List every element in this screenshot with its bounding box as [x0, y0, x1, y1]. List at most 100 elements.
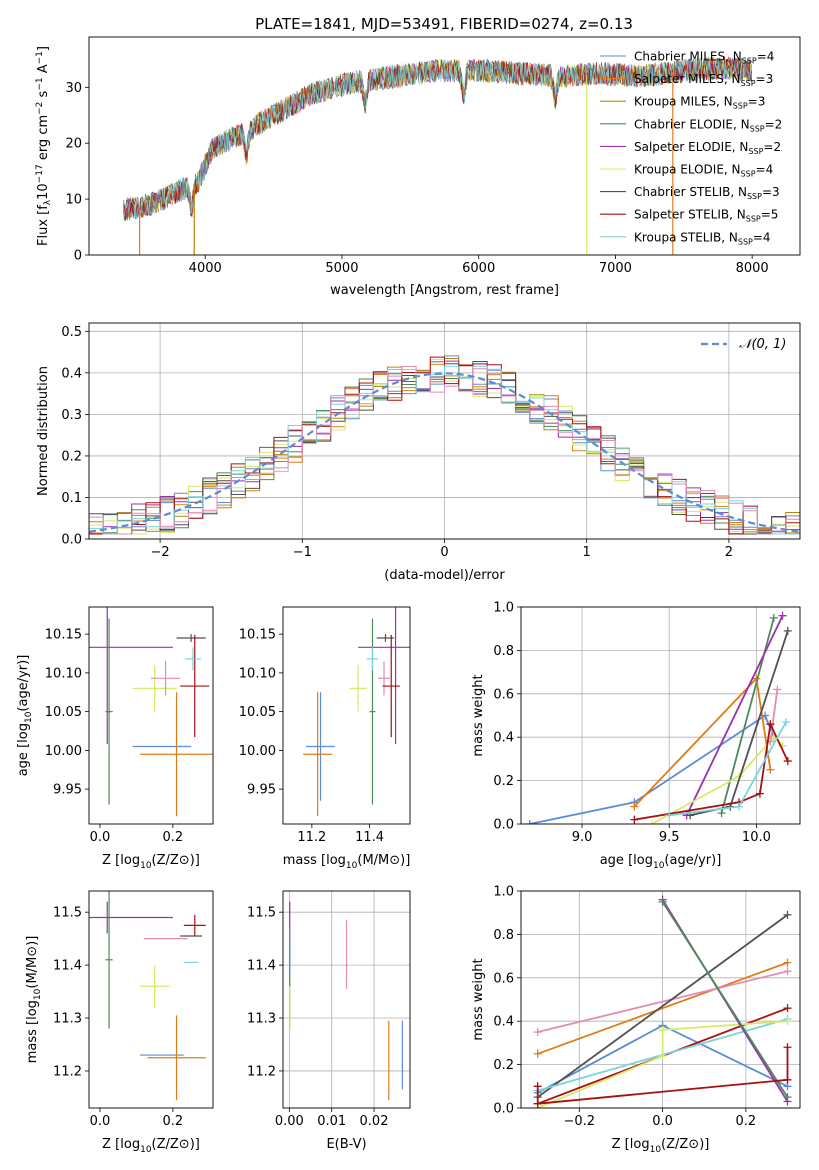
y-tick-label: 10.05 — [239, 705, 276, 720]
y-tick-label: 1.0 — [493, 885, 514, 900]
x-tick-label: 5000 — [325, 261, 358, 276]
legend-label-salpeter_stelib: Salpeter STELIB, NSSP=5 — [634, 208, 778, 224]
y-tick-label: 10.15 — [45, 628, 82, 643]
x-axis-label: (data-model)/error — [384, 568, 505, 583]
x-tick-label: 9.0 — [572, 830, 593, 845]
y-axis-label: mass weight — [471, 674, 486, 756]
y-tick-label: 11.4 — [247, 959, 276, 974]
legend-label-salpeter_miles: Salpeter MILES, NSSP=3 — [634, 72, 773, 88]
age-vs-mass-panel: 11.2 11.4 9.95 10.00 10.05 10.10 10.15 mass [lo… — [239, 606, 411, 871]
x-axis-label: Z [log10(Z/Z⊙)] — [102, 853, 200, 871]
y-tick-label: 0.8 — [493, 644, 514, 659]
marker-salpeter_stelib — [533, 1082, 542, 1091]
marker-salpeter_elodie — [778, 611, 787, 620]
axes-frame — [88, 36, 801, 256]
marker-pink — [773, 685, 782, 694]
axes-frame — [520, 606, 801, 825]
mass-weight-vs-metallicity-panel: −0.2 0.0 0.2 0.0 0.2 0.4 0.6 0.8 1.0 Z [log10(Z/Z… — [471, 885, 801, 1155]
figure-title: PLATE=1841, MJD=53491, FIBERID=0274, z=0… — [255, 15, 633, 33]
y-tick-label: 0.8 — [493, 928, 514, 943]
y-tick-label: 11.2 — [247, 1064, 276, 1079]
residual-histogram-panel: −2 −1 0 1 2 0.0 0.1 0.2 0.3 0.4 0.5 (data-model)/er… — [36, 322, 801, 583]
x-tick-label: 4000 — [189, 261, 222, 276]
marker-kroupa_stelib — [782, 718, 791, 727]
y-tick-label: 0.4 — [493, 1015, 514, 1030]
error-bars — [303, 607, 410, 817]
line-chabrier_elodie — [661, 901, 789, 1098]
x-tick-label: 11.4 — [355, 830, 384, 845]
marker-pink — [533, 1028, 542, 1037]
y-axis-label: Normed distribution — [36, 366, 51, 496]
legend-label-chabrier_miles: Chabrier MILES, NSSP=4 — [634, 50, 774, 66]
marker-pink — [783, 967, 792, 976]
y-tick-label: 0.1 — [61, 491, 82, 506]
marker-salpeter_miles — [630, 802, 639, 811]
x-tick-label: 1 — [583, 545, 591, 560]
marker-chabrier_elodie — [658, 897, 667, 906]
legend-label-chabrier_elodie: Chabrier ELODIE, NSSP=2 — [634, 117, 782, 133]
marker-chabrier_elodie — [769, 613, 778, 622]
x-tick-label: 10.0 — [742, 830, 771, 845]
marker-kroupa_elodie — [783, 1017, 792, 1026]
y-tick-label: 10.10 — [239, 666, 276, 681]
x-tick-label: 0.01 — [317, 1114, 346, 1129]
x-axis-label: wavelength [Angstrom, rest frame] — [330, 283, 559, 298]
marker-salpeter_stelib — [783, 1043, 792, 1052]
normal-curve — [89, 372, 800, 533]
line-kroupa_elodie — [537, 1020, 788, 1108]
line-pink — [769, 689, 779, 742]
marker-salpeter_stelib — [766, 720, 775, 729]
histogram-steps — [89, 355, 800, 535]
mass-vs-metallicity-panel: 0.0 0.2 11.2 11.3 11.4 11.5 Z [log10(Z/Z⊙)] mas… — [25, 890, 214, 1155]
y-tick-label: 11.5 — [247, 906, 276, 921]
marker-salpeter_stelib — [783, 1075, 792, 1084]
line-chabrier_stelib — [537, 914, 789, 1098]
x-tick-label: −0.2 — [564, 1114, 596, 1129]
spectrum-panel: 4000 5000 6000 7000 8000 0 10 20 30 wavelength [A… — [35, 36, 801, 298]
legend-label-normal: 𝒩(0, 1) — [739, 337, 786, 352]
y-tick-label: 0.0 — [61, 533, 82, 548]
age-vs-metallicity-panel: 0.0 0.2 9.95 10.00 10.05 10.10 10.15 Z [log10(Z… — [16, 606, 214, 871]
x-tick-label: 0.2 — [163, 830, 184, 845]
y-tick-label: 10.15 — [239, 628, 276, 643]
mass-vs-extinction-panel: 0.00 0.01 0.02 11.2 11.3 11.4 11.5 E(B-V) — [247, 890, 411, 1152]
y-axis-label: Flux [fλ10−17 erg cm−2 s−1 A−1] — [35, 46, 53, 246]
y-tick-label: 0.4 — [61, 366, 82, 381]
y-tick-label: 10.00 — [239, 744, 276, 759]
x-axis-label: age [log10(age/yr)] — [600, 853, 722, 871]
axes-frame — [88, 322, 801, 540]
weight-lines — [525, 611, 792, 824]
y-tick-label: 30 — [65, 81, 82, 96]
y-tick-label: 10.10 — [45, 666, 82, 681]
y-tick-label: 10 — [65, 193, 82, 208]
error-bars — [289, 901, 403, 1101]
x-tick-label: 11.2 — [297, 830, 326, 845]
marker-salpeter_stelib — [783, 1004, 792, 1013]
y-axis-label: age [log10(age/yr)] — [16, 655, 34, 777]
marker-salpeter_stelib — [755, 789, 764, 798]
legend: Chabrier MILES, NSSP=4 Salpeter MILES, NS… — [600, 50, 782, 246]
y-tick-label: 0.2 — [493, 1058, 514, 1073]
legend-label-chabrier_stelib: Chabrier STELIB, NSSP=3 — [634, 185, 780, 201]
x-tick-label: 0.0 — [90, 1114, 111, 1129]
x-tick-label: 6000 — [462, 261, 495, 276]
marker-kroupa_stelib — [734, 802, 743, 811]
axes-frame — [88, 890, 214, 1109]
spectrum-lines — [122, 56, 752, 255]
marker-chabrier_stelib — [783, 626, 792, 635]
x-axis-label: Z [log10(Z/Z⊙)] — [612, 1137, 710, 1155]
y-tick-label: 0.4 — [493, 731, 514, 746]
y-tick-label: 11.5 — [53, 906, 82, 921]
axes-frame — [520, 890, 801, 1109]
axes-frame — [282, 890, 411, 1109]
x-tick-label: 0.0 — [652, 1114, 673, 1129]
marker-kroupa_stelib — [665, 811, 674, 820]
legend-label-kroupa_miles: Kroupa MILES, NSSP=3 — [634, 95, 765, 111]
marker-salpeter_miles — [533, 1049, 542, 1058]
marker-salpeter_miles — [783, 958, 792, 967]
y-tick-label: 11.4 — [53, 959, 82, 974]
marker-chabrier_stelib — [783, 910, 792, 919]
x-axis-label: E(B-V) — [326, 1137, 366, 1152]
x-tick-label: 0 — [440, 545, 448, 560]
